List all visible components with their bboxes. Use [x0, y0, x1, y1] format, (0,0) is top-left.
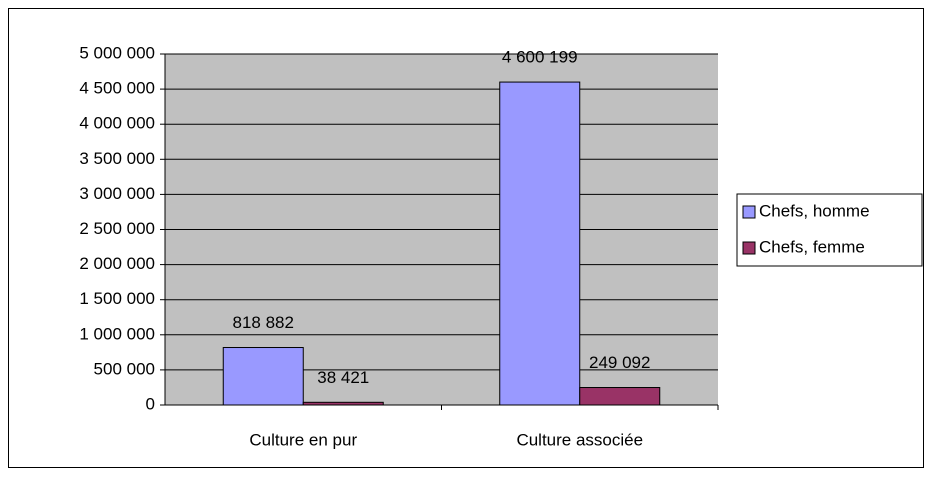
data-label: 249 092 [589, 353, 650, 372]
y-tick-label: 2 500 000 [79, 219, 155, 238]
x-tick-label: Culture en pur [249, 430, 357, 449]
y-tick-label: 3 500 000 [79, 149, 155, 168]
y-tick-label: 2 000 000 [79, 254, 155, 273]
y-tick-label: 1 500 000 [79, 289, 155, 308]
bar [302, 401, 384, 406]
legend-label: Chefs, homme [759, 201, 870, 220]
legend-swatch [742, 205, 756, 219]
legend-box [736, 193, 923, 267]
data-label: 4 600 199 [502, 48, 578, 67]
y-tick-label: 4 000 000 [79, 114, 155, 133]
data-label: 818 882 [233, 313, 294, 332]
y-tick-label: 5 000 000 [79, 43, 155, 62]
y-tick-label: 3 000 000 [79, 184, 155, 203]
data-label: 38 421 [317, 368, 369, 387]
y-tick-label: 4 500 000 [79, 79, 155, 98]
legend-swatch [742, 241, 756, 255]
y-tick-label: 0 [146, 394, 155, 413]
x-tick-label: Culture associée [516, 430, 643, 449]
legend-label: Chefs, femme [759, 237, 865, 256]
bar [499, 81, 581, 406]
y-tick-label: 1 000 000 [79, 324, 155, 343]
bar [579, 387, 661, 406]
y-tick-label: 500 000 [94, 359, 155, 378]
bar [222, 347, 304, 406]
